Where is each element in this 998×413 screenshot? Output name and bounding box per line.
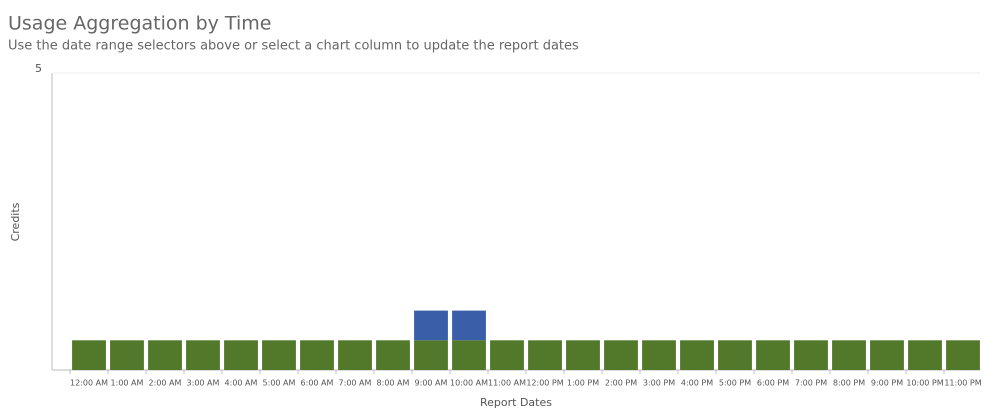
x-tick-label: 6:00 PM xyxy=(757,379,789,388)
bar-segment xyxy=(642,340,676,370)
x-tick-label: 10:00 AM xyxy=(450,379,488,388)
x-tick-label: 8:00 AM xyxy=(377,379,410,388)
chart-title: Usage Aggregation by Time xyxy=(8,13,271,35)
bar-segment xyxy=(870,340,904,370)
bar-segment xyxy=(224,340,258,370)
x-tick-label: 12:00 AM xyxy=(70,379,108,388)
x-tick-label: 2:00 AM xyxy=(149,379,182,388)
bar-segment xyxy=(262,340,296,370)
bar-segment xyxy=(414,310,448,341)
y-tick-label: 5 xyxy=(35,62,42,75)
x-tick-label: 9:00 AM xyxy=(415,379,448,388)
bar-segment xyxy=(946,340,980,370)
x-tick-label: 1:00 AM xyxy=(111,379,144,388)
x-axis-label: Report Dates xyxy=(480,396,552,409)
bar-segment xyxy=(566,340,600,370)
x-tick-label: 3:00 PM xyxy=(643,379,675,388)
x-tick-label: 7:00 PM xyxy=(795,379,827,388)
bar-segment xyxy=(376,340,410,370)
y-axis-label: Credits xyxy=(9,202,22,241)
x-tick-label: 1:00 PM xyxy=(567,379,599,388)
x-tick-label: 5:00 AM xyxy=(263,379,296,388)
bar-segment xyxy=(300,340,334,370)
bar-segment xyxy=(452,310,486,341)
bar-segment xyxy=(604,340,638,370)
bar-segment xyxy=(148,340,182,370)
bar-segment xyxy=(72,340,106,370)
bar-segment xyxy=(110,340,144,370)
x-tick-label: 4:00 AM xyxy=(225,379,258,388)
x-tick-label: 11:00 AM xyxy=(488,379,526,388)
bar-segment xyxy=(414,340,448,370)
x-tick-label: 3:00 AM xyxy=(187,379,220,388)
bar-segment xyxy=(756,340,790,370)
bar-segment xyxy=(528,340,562,370)
bar-segment xyxy=(338,340,372,370)
x-tick-label: 12:00 PM xyxy=(526,379,563,388)
chart-subtitle: Use the date range selectors above or se… xyxy=(8,39,579,54)
x-tick-label: 4:00 PM xyxy=(681,379,713,388)
x-tick-label: 10:00 PM xyxy=(906,379,943,388)
bar-segment xyxy=(490,340,524,370)
bar-segment xyxy=(680,340,714,370)
x-tick-label: 7:00 AM xyxy=(339,379,372,388)
bar-segment xyxy=(832,340,866,370)
bar-segment xyxy=(794,340,828,370)
bar-segment xyxy=(718,340,752,370)
x-tick-label: 11:00 PM xyxy=(944,379,981,388)
bar-segment xyxy=(452,340,486,370)
x-tick-label: 5:00 PM xyxy=(719,379,751,388)
x-tick-label: 6:00 AM xyxy=(301,379,334,388)
bar-segment xyxy=(186,340,220,370)
x-tick-label: 8:00 PM xyxy=(833,379,865,388)
bar-segment xyxy=(908,340,942,370)
x-tick-label: 9:00 PM xyxy=(871,379,903,388)
x-tick-label: 2:00 PM xyxy=(605,379,637,388)
